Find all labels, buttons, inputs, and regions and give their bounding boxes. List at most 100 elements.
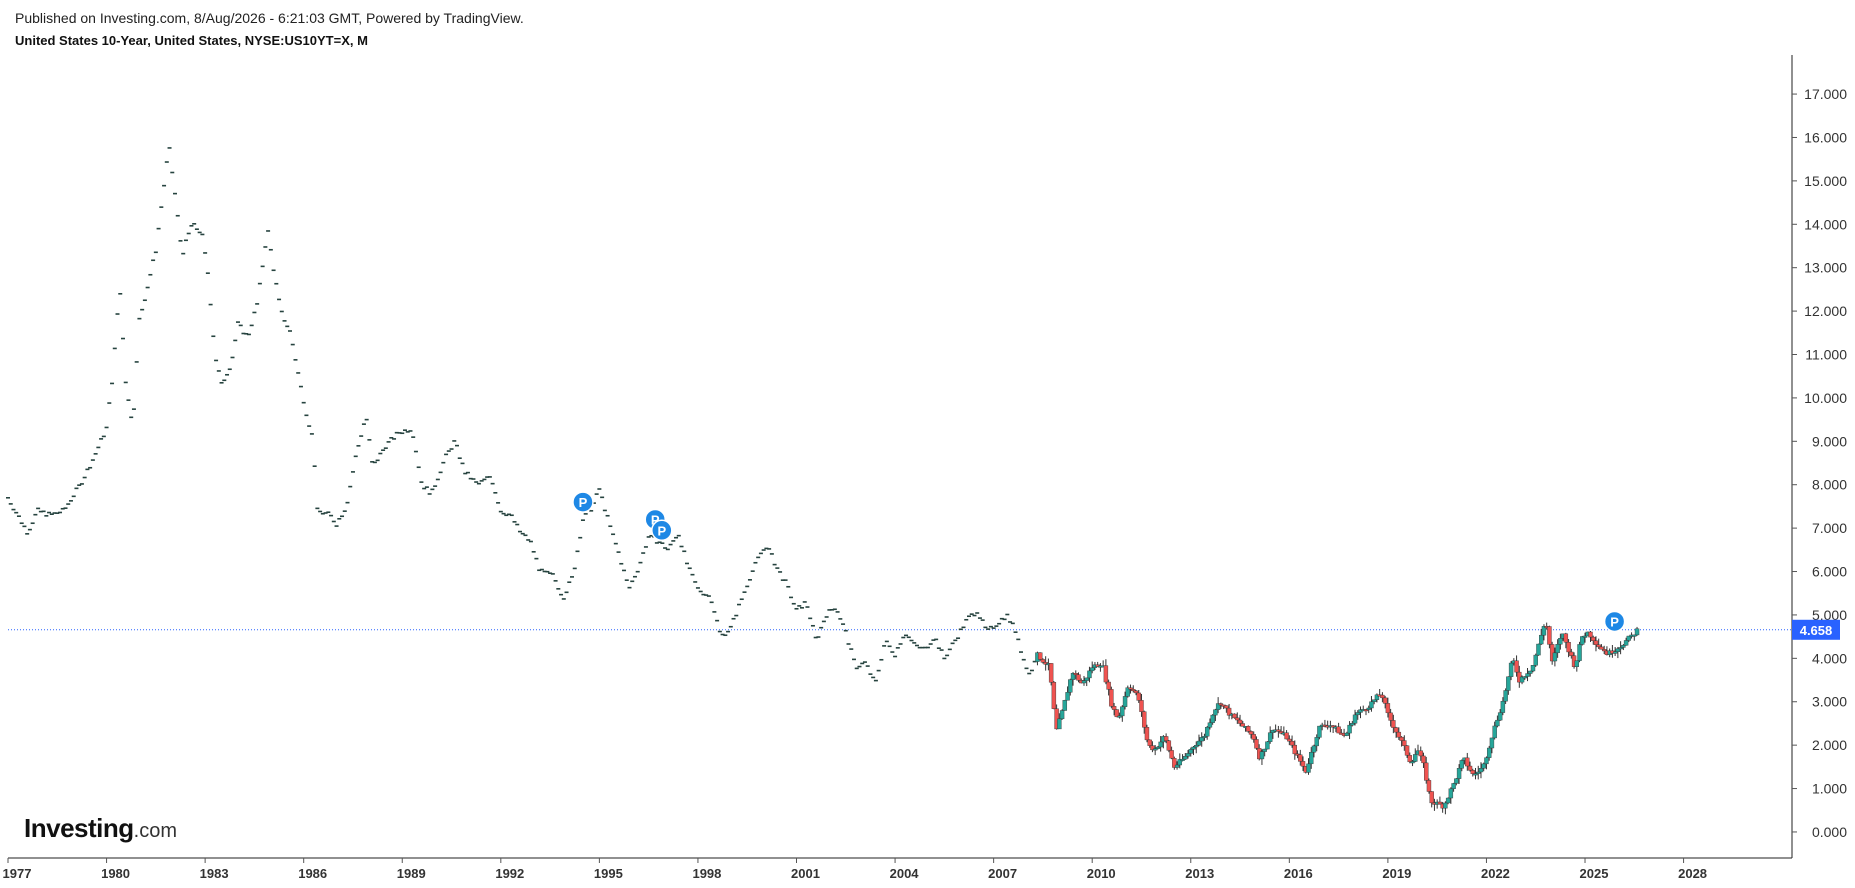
last-price-badge: 4.658 bbox=[1792, 619, 1840, 640]
candle-body bbox=[1191, 746, 1196, 750]
x-tick-label: 2013 bbox=[1185, 866, 1214, 881]
candle-body bbox=[1429, 791, 1434, 804]
candle-body bbox=[1355, 712, 1360, 716]
x-tick-label: 2022 bbox=[1481, 866, 1510, 881]
p-marker-label: P bbox=[657, 523, 666, 538]
candle-body bbox=[1210, 714, 1215, 723]
x-tick-label: 1998 bbox=[692, 866, 721, 881]
candle-body bbox=[1287, 738, 1292, 742]
candle-body bbox=[1569, 651, 1574, 656]
y-tick-label: 14.000 bbox=[1804, 216, 1847, 232]
p-marker-label: P bbox=[651, 512, 660, 527]
p-marker: P bbox=[572, 491, 594, 513]
candle-body bbox=[1152, 748, 1158, 751]
candle-body bbox=[1448, 788, 1454, 799]
candle-body bbox=[1632, 634, 1637, 637]
candle-body bbox=[1048, 663, 1054, 683]
candle-body bbox=[1298, 754, 1303, 762]
x-tick-label: 2025 bbox=[1580, 866, 1609, 881]
candle-body bbox=[1506, 676, 1511, 691]
candle-body bbox=[1224, 705, 1229, 709]
candle-body bbox=[1621, 645, 1626, 648]
candle-body bbox=[1246, 726, 1251, 732]
candle-body bbox=[1467, 765, 1473, 771]
candle-body bbox=[1382, 697, 1388, 704]
p-marker-badge bbox=[1603, 610, 1626, 633]
y-tick-label: 13.000 bbox=[1804, 260, 1847, 276]
candle-body bbox=[1306, 763, 1311, 773]
candle-body bbox=[1062, 700, 1068, 711]
candle-body bbox=[1207, 722, 1213, 728]
candle-body bbox=[1177, 759, 1183, 766]
candle-body bbox=[1503, 690, 1508, 702]
candle-body bbox=[1558, 638, 1563, 645]
candle-body bbox=[1552, 652, 1558, 662]
candle-body bbox=[1169, 750, 1174, 759]
candle-body bbox=[1081, 680, 1087, 684]
candle-body bbox=[1188, 749, 1193, 754]
candle-body bbox=[1547, 626, 1552, 645]
candle-body bbox=[1410, 761, 1415, 764]
candle-body bbox=[1470, 770, 1475, 774]
candle-body bbox=[1087, 670, 1092, 679]
candle-body bbox=[1172, 758, 1177, 768]
candle-body bbox=[1215, 703, 1221, 710]
candle-body bbox=[1497, 712, 1503, 721]
candle-body bbox=[1451, 783, 1456, 789]
candle-body bbox=[1634, 628, 1640, 636]
candle-body bbox=[1522, 676, 1527, 679]
y-tick-label: 8.000 bbox=[1812, 477, 1847, 493]
candle-body bbox=[1536, 643, 1541, 656]
candle-body bbox=[1374, 694, 1380, 700]
candle-body bbox=[1144, 727, 1150, 741]
candle-body bbox=[1289, 741, 1295, 746]
candle-body bbox=[1421, 755, 1426, 764]
candle-body bbox=[1426, 780, 1432, 792]
candle-body bbox=[1500, 700, 1506, 713]
x-tick-label: 1995 bbox=[594, 866, 623, 881]
x-tick-label: 1989 bbox=[397, 866, 426, 881]
candle-body bbox=[1111, 706, 1117, 710]
candle-body bbox=[1459, 760, 1465, 769]
candle-body bbox=[1623, 640, 1629, 646]
p-marker-badge bbox=[651, 519, 673, 542]
candle-body bbox=[1114, 709, 1120, 718]
candle-body bbox=[1131, 689, 1136, 692]
candle-body bbox=[1514, 660, 1519, 673]
candle-body bbox=[1363, 709, 1369, 712]
candle-body bbox=[1566, 642, 1571, 653]
candle-body bbox=[1073, 673, 1078, 675]
y-tick-label: 10.000 bbox=[1804, 390, 1847, 406]
candle-body bbox=[1155, 746, 1161, 749]
x-tick-label: 1977 bbox=[3, 866, 32, 881]
candle-body bbox=[1489, 737, 1495, 749]
x-tick-label: 2016 bbox=[1284, 866, 1313, 881]
x-tick-label: 1986 bbox=[298, 866, 327, 881]
candle-body bbox=[1445, 797, 1451, 804]
candle-body bbox=[1418, 750, 1423, 757]
candle-body bbox=[1612, 651, 1618, 654]
candle-body bbox=[1388, 712, 1393, 721]
candle-body bbox=[1120, 706, 1125, 717]
candle-body bbox=[1618, 647, 1623, 650]
candle-body bbox=[1473, 773, 1478, 776]
y-tick-label: 1.000 bbox=[1812, 781, 1847, 797]
candle-body bbox=[1530, 665, 1536, 672]
candle-body bbox=[1443, 802, 1448, 809]
candle-body bbox=[1486, 747, 1492, 758]
logo-domain: .com bbox=[133, 820, 177, 842]
y-tick-label: 16.000 bbox=[1804, 129, 1847, 145]
y-tick-label: 17.000 bbox=[1804, 86, 1847, 102]
candle-body bbox=[1180, 758, 1185, 761]
y-tick-label: 0.000 bbox=[1812, 824, 1847, 840]
candle-body bbox=[1166, 740, 1172, 751]
candle-body bbox=[1267, 732, 1273, 742]
time-axis-ticks: 1977 1980 1983 1986 1989 1992 1995 1998 2001 2004… bbox=[3, 858, 1707, 881]
candle-body bbox=[1599, 646, 1604, 650]
candle-body bbox=[1125, 687, 1130, 697]
candle-body bbox=[1541, 626, 1547, 636]
candle-body bbox=[1204, 727, 1210, 737]
p-marker-label: P bbox=[579, 495, 588, 510]
candle-body bbox=[1183, 756, 1188, 760]
